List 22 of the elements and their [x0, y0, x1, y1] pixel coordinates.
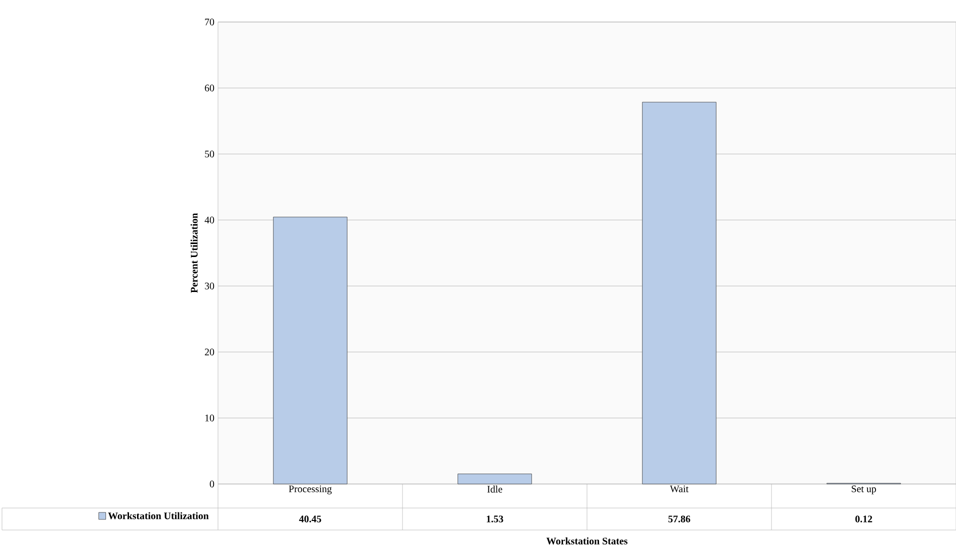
- y-tick-label: 30: [204, 282, 214, 290]
- data-label: 0.12: [855, 516, 872, 522]
- bar: [642, 102, 716, 484]
- y-tick-label: 0: [210, 480, 214, 488]
- data-label: 40.45: [299, 516, 322, 522]
- y-tick-label: 60: [204, 84, 214, 92]
- x-tick-label: Processing: [288, 486, 332, 494]
- bar: [458, 474, 532, 484]
- legend-label: Workstation Utilization: [108, 512, 209, 520]
- x-tick-label: Set up: [852, 486, 876, 494]
- bar: [273, 216, 348, 484]
- y-tick-label: 70: [205, 18, 214, 26]
- x-tick-label: Idle: [487, 486, 502, 493]
- y-tick-label: 20: [204, 348, 214, 356]
- data-label: 57.86: [668, 516, 690, 522]
- x-axis-title: Workstation States: [546, 537, 628, 544]
- y-tick-label: 50: [205, 150, 214, 158]
- data-label: 1.53: [486, 516, 504, 522]
- x-tick-label: Wait: [670, 486, 689, 492]
- y-tick-label: 40: [204, 216, 214, 224]
- y-axis-title: Percent Utilization: [190, 213, 198, 293]
- y-tick-label: 10: [205, 414, 214, 422]
